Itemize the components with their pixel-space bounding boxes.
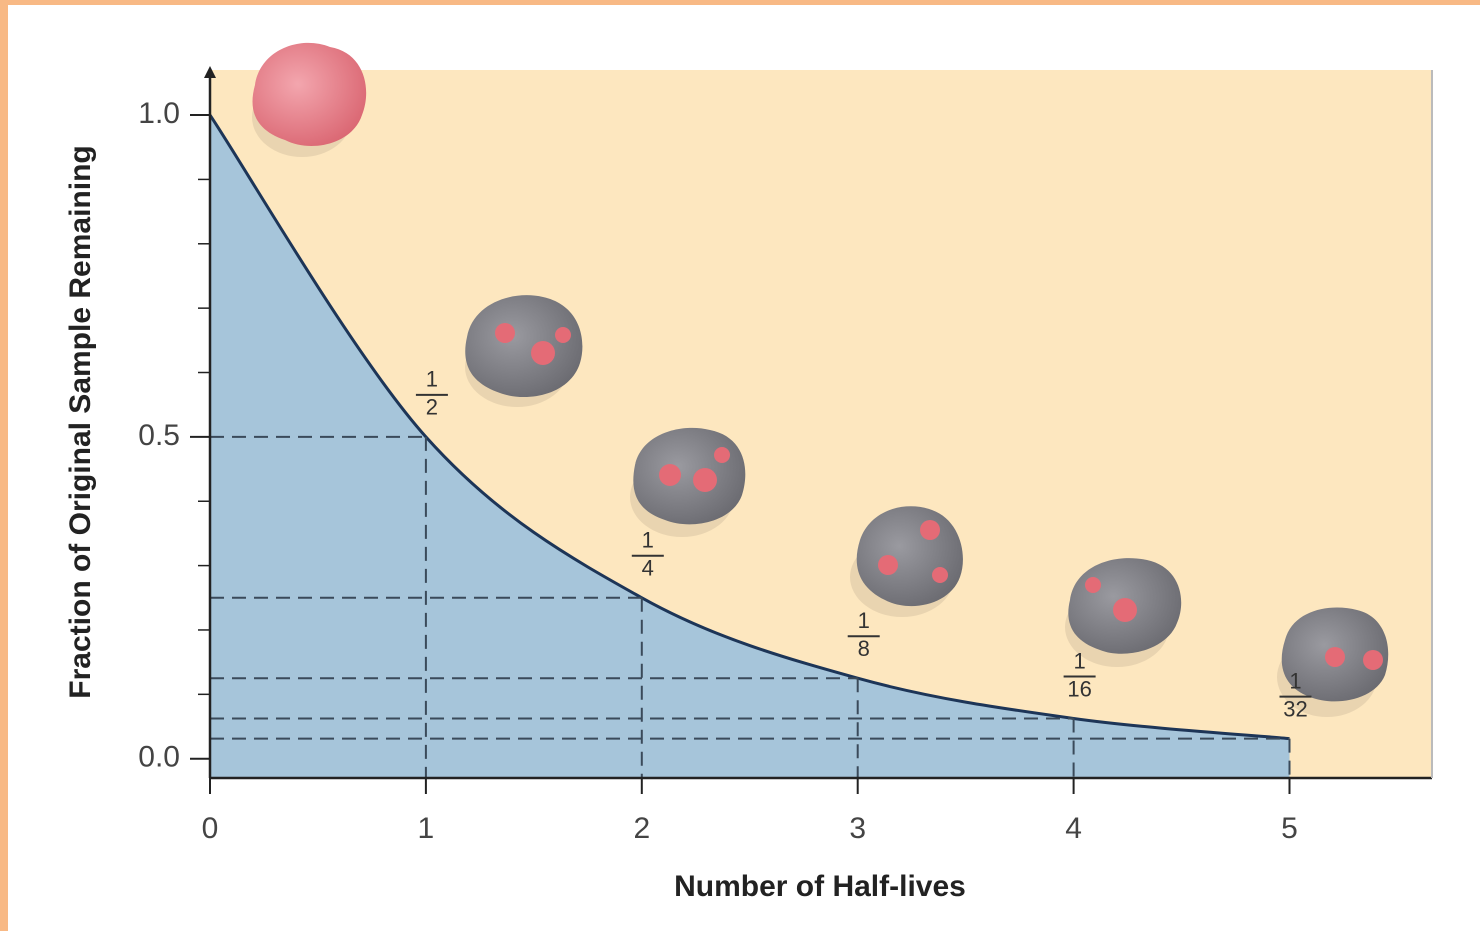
x-tick-label: 5 [1281,812,1298,845]
x-tick-label: 1 [418,812,435,845]
fraction-denominator: 2 [426,395,438,420]
x-axis-title: Number of Half-lives [674,870,966,903]
fraction-denominator: 32 [1283,696,1307,721]
fraction-denominator: 4 [642,556,654,581]
chart: Number of Half-lives Fraction of Origina… [0,0,1480,931]
x-tick-label: 4 [1065,812,1082,845]
y-tick-label: 0.0 [138,741,180,774]
fraction-denominator: 8 [858,636,870,661]
y-axis-title: Fraction of Original Sample Remaining [64,145,97,698]
x-tick-label: 2 [633,812,650,845]
fraction-numerator: 1 [858,608,870,633]
x-tick-label: 0 [202,812,219,845]
y-tick-label: 1.0 [138,97,180,130]
page: Number of Half-lives Fraction of Origina… [0,0,1480,931]
fraction-numerator: 1 [1073,648,1085,673]
fraction-numerator: 1 [1289,668,1301,693]
x-tick-label: 3 [849,812,866,845]
fraction-numerator: 1 [642,528,654,553]
y-tick-label: 0.5 [138,419,180,452]
fraction-numerator: 1 [426,367,438,392]
fraction-denominator: 16 [1067,676,1091,701]
